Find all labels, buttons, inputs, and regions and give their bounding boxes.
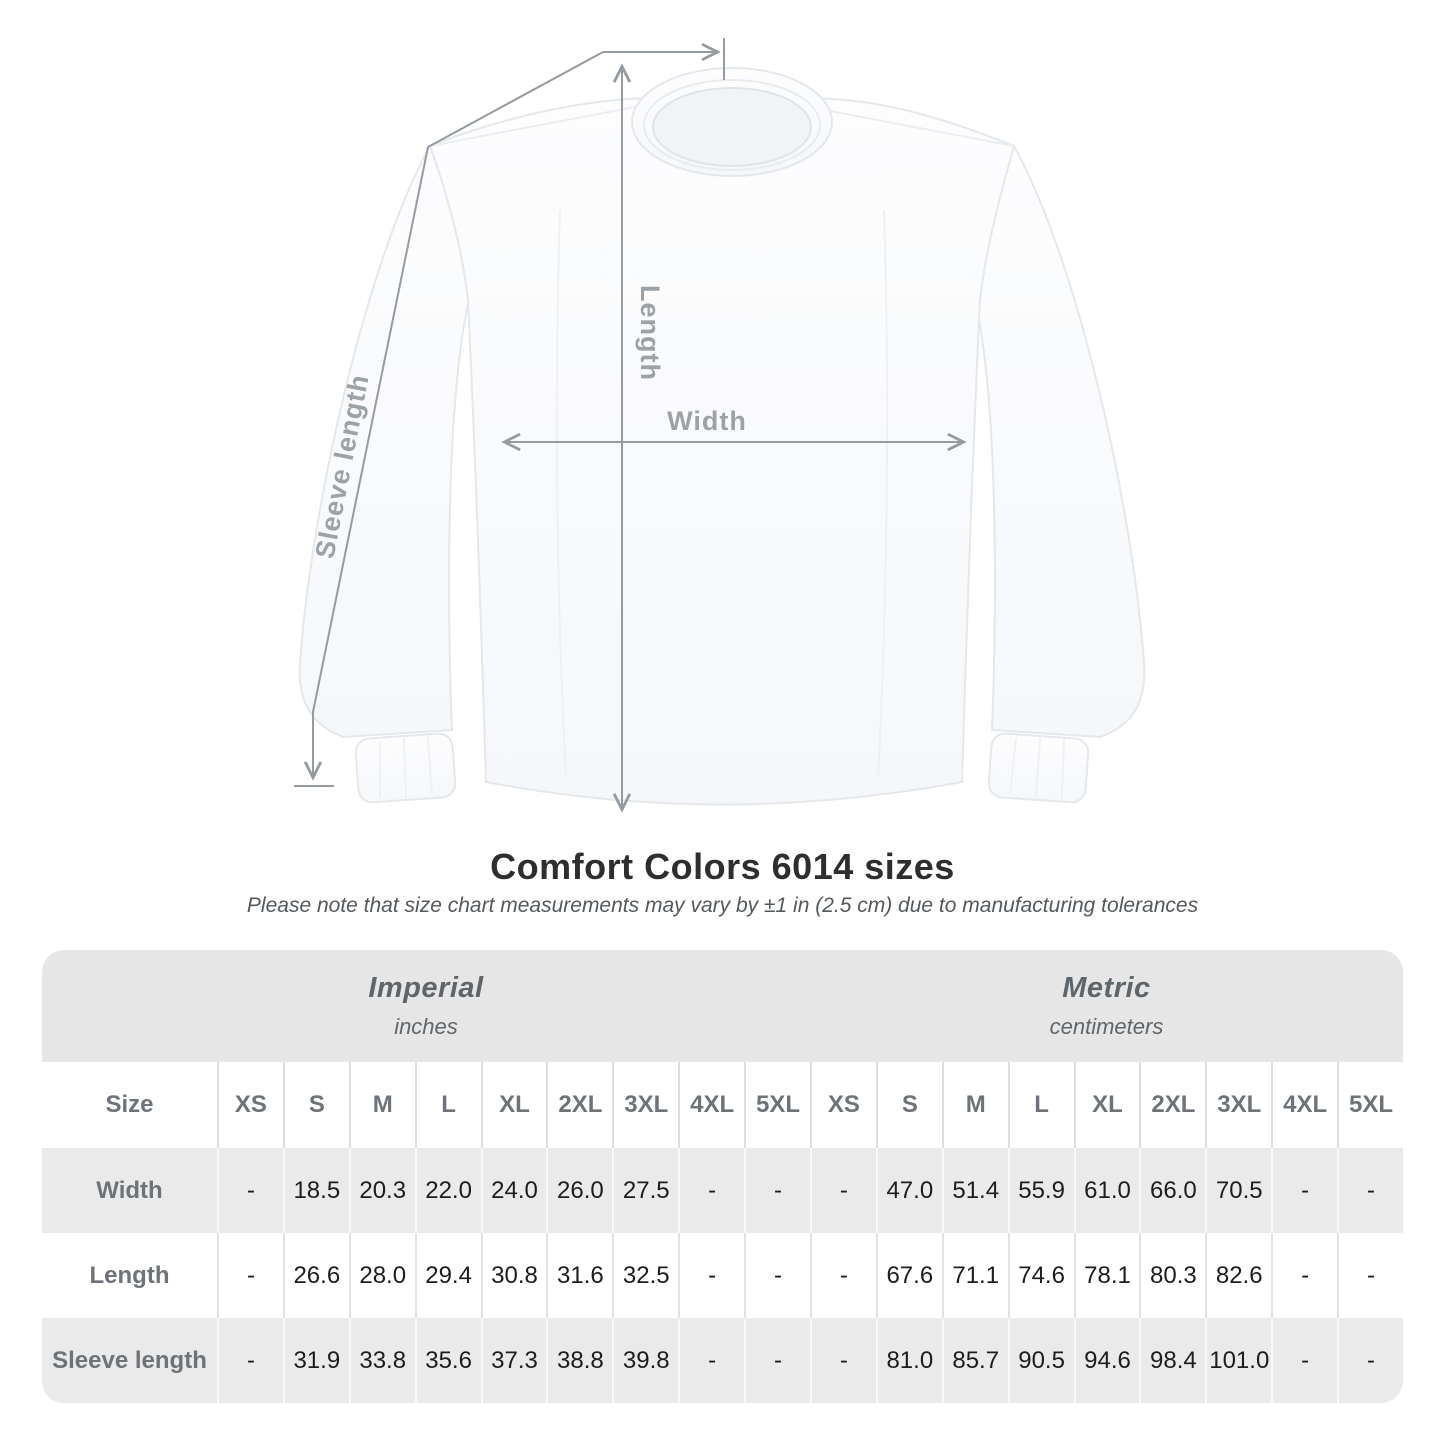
size-value-cell: 71.1 — [941, 1233, 1008, 1318]
size-header-cell: 4XL — [678, 1062, 745, 1148]
size-value-cell: 20.3 — [348, 1148, 415, 1233]
sleeve-length-line — [303, 51, 604, 781]
size-value-cell: 26.0 — [546, 1148, 613, 1233]
size-value-cell: - — [678, 1233, 745, 1318]
size-value-cell: - — [217, 1318, 283, 1403]
size-column-header: Size — [42, 1062, 217, 1148]
unit-group-imperial-name: Imperial — [368, 972, 484, 1004]
shirt-diagram: Sleeve length Length Width — [294, 38, 1146, 813]
size-value-cell: - — [809, 1233, 876, 1318]
measurement-lines — [294, 38, 967, 813]
size-value-cell: 55.9 — [1007, 1148, 1074, 1233]
row-label: Width — [42, 1148, 217, 1233]
row-label: Sleeve length — [42, 1318, 217, 1403]
size-value-cell: - — [1337, 1233, 1403, 1318]
size-value-cell: 98.4 — [1139, 1318, 1206, 1403]
shirt-body-shape — [428, 97, 1016, 806]
size-value-cell: 94.6 — [1073, 1318, 1140, 1403]
size-value-cell: 47.0 — [875, 1148, 942, 1233]
size-value-cell: - — [678, 1318, 745, 1403]
size-header-cell: XL — [480, 1062, 547, 1148]
size-value-cell: 35.6 — [414, 1318, 481, 1403]
page-subtitle: Please note that size chart measurements… — [246, 894, 1199, 917]
size-value-cell: 74.6 — [1007, 1233, 1074, 1318]
unit-group-metric: Metric centimeters — [809, 950, 1403, 1062]
size-header-cell: S — [875, 1062, 942, 1148]
size-value-cell: 38.8 — [546, 1318, 613, 1403]
size-value-cell: 24.0 — [480, 1148, 547, 1233]
size-header-cell: XS — [809, 1062, 876, 1148]
unit-group-imperial-unit: inches — [394, 1014, 458, 1039]
size-value-cell: 81.0 — [875, 1318, 942, 1403]
unit-group-metric-name: Metric — [1062, 972, 1151, 1004]
size-value-cell: 66.0 — [1139, 1148, 1206, 1233]
size-value-cell: 70.5 — [1205, 1148, 1272, 1233]
size-value-cell: 27.5 — [612, 1148, 679, 1233]
row-label: Length — [42, 1233, 217, 1318]
size-value-cell: 18.5 — [282, 1148, 349, 1233]
size-value-cell: 39.8 — [612, 1318, 679, 1403]
size-value-cell: 85.7 — [941, 1318, 1008, 1403]
size-value-cell: - — [678, 1148, 745, 1233]
size-header-cell: 5XL — [744, 1062, 810, 1148]
shirt-collar-opening-shape — [652, 87, 812, 167]
size-value-cell: 31.6 — [546, 1233, 613, 1318]
size-value-cell: 31.9 — [282, 1318, 349, 1403]
size-value-cell: 32.5 — [612, 1233, 679, 1318]
size-header-cell: 3XL — [612, 1062, 679, 1148]
shirt-right-sleeve-shape — [969, 144, 1146, 739]
size-value-cell: - — [1271, 1148, 1338, 1233]
unit-group-metric-unit: centimeters — [1049, 1014, 1164, 1039]
size-header-cell: M — [348, 1062, 415, 1148]
size-header-cell: L — [1007, 1062, 1074, 1148]
size-value-cell: 37.3 — [480, 1318, 547, 1403]
size-header-cell: M — [941, 1062, 1008, 1148]
size-value-cell: 67.6 — [875, 1233, 942, 1318]
size-header-cell: 2XL — [1139, 1062, 1206, 1148]
length-label: Length — [635, 285, 665, 381]
size-value-cell: - — [744, 1233, 810, 1318]
size-value-cell: 29.4 — [414, 1233, 481, 1318]
size-header-cell: XS — [217, 1062, 283, 1148]
size-value-cell: - — [809, 1148, 876, 1233]
size-value-cell: - — [1271, 1233, 1338, 1318]
size-table: Imperial inches Metric centimeters Size X… — [42, 950, 1403, 1403]
size-value-cell: 82.6 — [1205, 1233, 1272, 1318]
size-value-cell: 28.0 — [348, 1233, 415, 1318]
shirt-illustration — [298, 67, 1146, 806]
size-value-cell: 26.6 — [282, 1233, 349, 1318]
size-header-cell: S — [282, 1062, 349, 1148]
width-label: Width — [667, 406, 747, 436]
size-value-cell: 80.3 — [1139, 1233, 1206, 1318]
size-value-cell: - — [744, 1148, 810, 1233]
size-header-cell: 3XL — [1205, 1062, 1272, 1148]
size-value-cell: 61.0 — [1073, 1148, 1140, 1233]
size-value-cell: - — [1337, 1318, 1403, 1403]
size-value-cell: - — [809, 1318, 876, 1403]
size-header-cell: L — [414, 1062, 481, 1148]
unit-group-imperial: Imperial inches — [42, 950, 810, 1062]
size-value-cell: 78.1 — [1073, 1233, 1140, 1318]
size-value-cell: 22.0 — [414, 1148, 481, 1233]
size-value-cell: - — [217, 1148, 283, 1233]
size-header-cell: 2XL — [546, 1062, 613, 1148]
size-value-cell: 30.8 — [480, 1233, 547, 1318]
shirt-diagram-svg: Sleeve length Length Width — [294, 38, 1146, 813]
page-title: Comfort Colors 6014 sizes — [490, 846, 955, 887]
size-header-cell: XL — [1073, 1062, 1140, 1148]
size-value-cell: 51.4 — [941, 1148, 1008, 1233]
size-value-cell: - — [1271, 1318, 1338, 1403]
size-value-cell: 90.5 — [1007, 1318, 1074, 1403]
size-header-cell: 5XL — [1337, 1062, 1403, 1148]
size-header-cell: 4XL — [1271, 1062, 1338, 1148]
size-value-cell: 33.8 — [348, 1318, 415, 1403]
size-value-cell: - — [1337, 1148, 1403, 1233]
size-value-cell: 101.0 — [1205, 1318, 1272, 1403]
size-value-cell: - — [744, 1318, 810, 1403]
size-value-cell: - — [217, 1233, 283, 1318]
